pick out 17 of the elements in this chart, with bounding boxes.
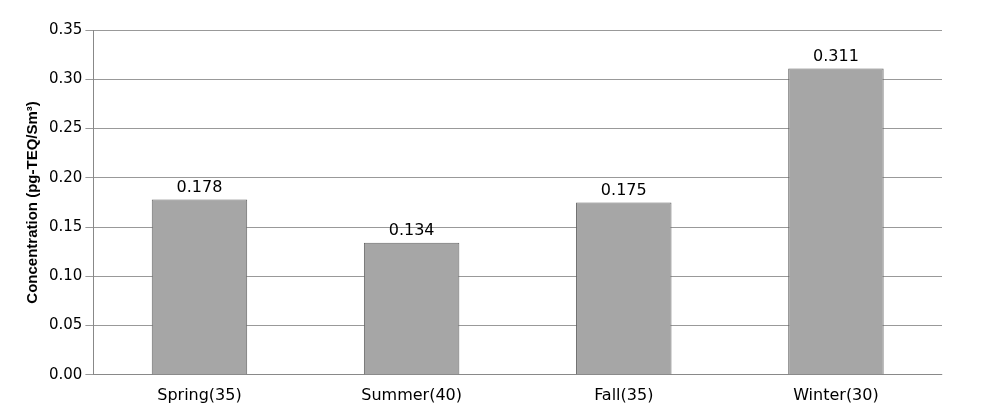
y-tick-label: 0.30	[48, 69, 83, 88]
y-tick-label: 0.05	[48, 315, 83, 334]
y-tick-label: 0.10	[48, 266, 83, 285]
data-label: 0.175	[600, 179, 647, 199]
y-tick-label: 0.00	[48, 364, 83, 383]
data-label: 0.178	[176, 176, 223, 196]
data-label: 0.134	[388, 219, 435, 239]
x-tick-label: Summer(40)	[361, 384, 462, 404]
y-tick-label: 0.15	[48, 216, 83, 235]
y-tick-label: 0.20	[48, 167, 83, 186]
y-axis-title: Concentration (pg-TEQ/Sm³)	[23, 101, 41, 304]
x-tick-label: Winter(30)	[793, 384, 879, 404]
x-tick-label: Spring(35)	[157, 384, 242, 404]
y-tick-label: 0.35	[48, 19, 83, 38]
data-label: 0.311	[813, 45, 859, 65]
y-tick-label: 0.25	[48, 118, 83, 137]
x-tick-label: Fall(35)	[594, 384, 654, 404]
